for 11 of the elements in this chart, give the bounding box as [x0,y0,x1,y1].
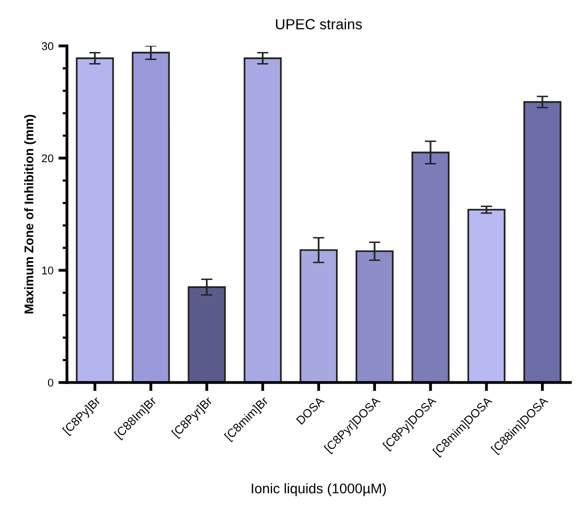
bar [76,57,114,382]
chart-title: UPEC strains [276,18,362,30]
y-tick-label: 0 [48,378,54,387]
y-axis-title: Maximum Zone of Inhibition (mm) [24,114,36,314]
bar [244,57,282,382]
y-tick-label: 20 [42,154,54,162]
y-tick-label: 30 [42,42,54,50]
bar [523,101,562,382]
x-axis-title: Ionic liquids (1000µM) [252,483,386,496]
y-tick-label: 10 [42,266,54,274]
bar [467,208,506,382]
